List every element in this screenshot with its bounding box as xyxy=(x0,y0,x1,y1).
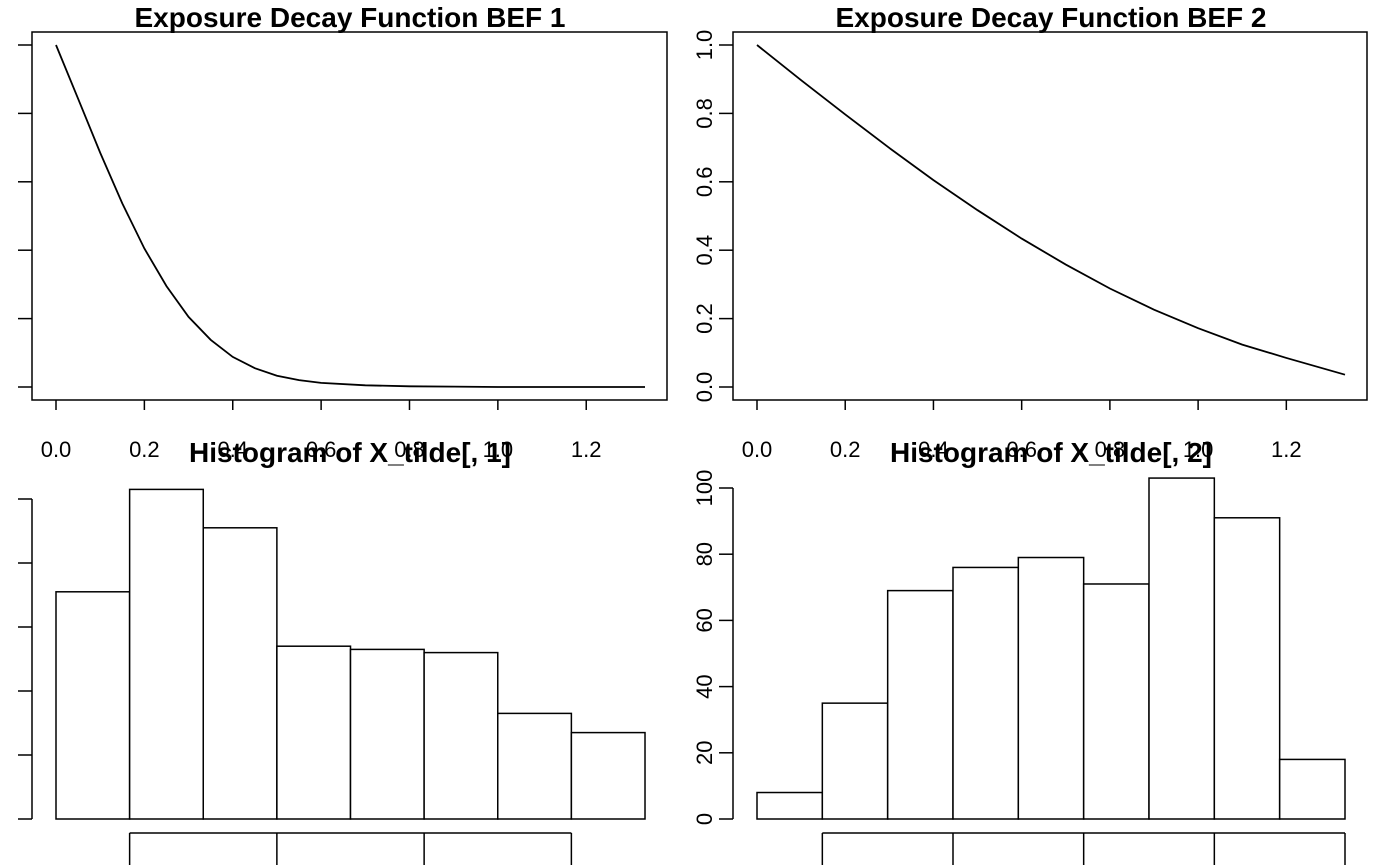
histogram-bar xyxy=(497,712,573,820)
chart-title: Exposure Decay Function BEF 1 xyxy=(135,2,566,33)
histogram-bar xyxy=(276,645,352,820)
x-tick-label: 0.8 xyxy=(1095,437,1126,462)
x-tick-label: 1.2 xyxy=(571,437,602,462)
series-line xyxy=(756,44,1346,376)
plot-frame xyxy=(31,31,668,401)
panel-bef1-decay: Exposure Decay Function BEF 1 0.0 0.2 0.4 0… xyxy=(18,2,668,462)
x-tick-label: 1.0 xyxy=(1183,437,1214,462)
x-tick-label: 0.2 xyxy=(830,437,861,462)
y-tick-label: 100 xyxy=(692,470,717,507)
series-line xyxy=(55,44,645,388)
histogram-bar xyxy=(1082,583,1150,820)
histogram-bar xyxy=(202,527,278,820)
x-tick-label: 0.6 xyxy=(306,437,337,462)
histogram-bar xyxy=(423,651,499,820)
y-tick-label: 0.6 xyxy=(692,167,717,198)
x-tick-label: 0.0 xyxy=(742,437,773,462)
plot-frame xyxy=(732,31,1368,401)
x-tick-label: 0.0 xyxy=(41,437,72,462)
panel-bef2-decay: Exposure Decay Function BEF 2 0.0 0.2 0.4 0… xyxy=(692,2,1368,462)
y-tick-label: 80 xyxy=(692,542,717,566)
y-tick-label: 60 xyxy=(692,608,717,632)
y-tick-label: 0.0 xyxy=(692,372,717,403)
x-tick-label: 0.4 xyxy=(918,437,949,462)
y-tick-label: 0.4 xyxy=(692,235,717,266)
histogram-bar xyxy=(1278,758,1346,820)
histogram-bar xyxy=(349,648,425,820)
histogram-bar xyxy=(756,791,824,820)
x-tick-label: 0.2 xyxy=(129,437,160,462)
y-tick-label: 0 xyxy=(692,813,717,825)
histogram-bar xyxy=(128,488,205,820)
x-tick-label: 1.2 xyxy=(1271,437,1302,462)
y-tick-label: 0.2 xyxy=(692,303,717,334)
chart-title: Exposure Decay Function BEF 2 xyxy=(836,2,1267,33)
chart-title: Histogram of X_tilde[, 2] xyxy=(890,437,1212,468)
histogram-bar xyxy=(886,589,954,820)
y-tick-label: 0.8 xyxy=(692,98,717,129)
y-tick-label: 20 xyxy=(692,741,717,765)
histogram-bar xyxy=(1213,517,1281,820)
x-tick-label: 0.6 xyxy=(1006,437,1037,462)
histogram-bar xyxy=(1017,556,1085,820)
panel-histogram-x2: Histogram of X_tilde[, 2] 0 20 40 60 80 100 xyxy=(692,437,1346,865)
histogram-bar xyxy=(952,566,1020,820)
histogram-bar xyxy=(570,731,646,820)
y-tick-label: 1.0 xyxy=(692,30,717,61)
x-tick-label: 1.0 xyxy=(483,437,514,462)
x-tick-label: 0.4 xyxy=(217,437,248,462)
x-tick-label: 0.8 xyxy=(394,437,425,462)
histogram-bar xyxy=(1148,477,1216,820)
chart-title: Histogram of X_tilde[, 1] xyxy=(189,437,511,468)
panel-histogram-x1: Histogram of X_tilde[, 1] xyxy=(18,437,646,865)
y-tick-label: 40 xyxy=(692,674,717,698)
histogram-bar xyxy=(55,591,131,820)
histogram-bar xyxy=(821,702,889,820)
